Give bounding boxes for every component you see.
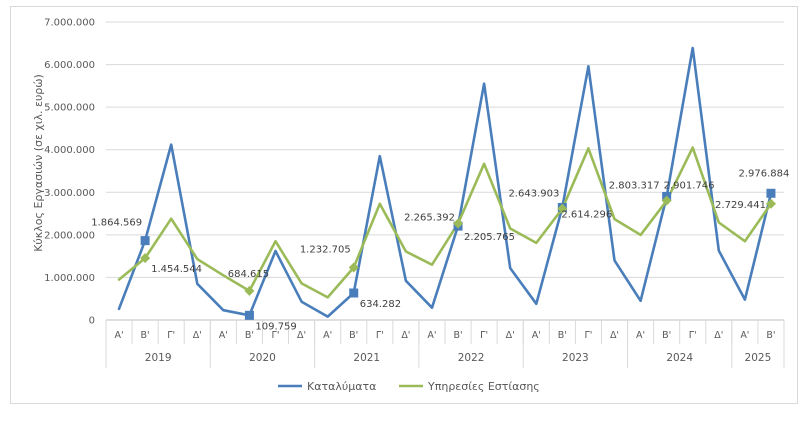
series-line-kataluma: [117, 46, 773, 318]
data-label: 2.976.884: [739, 168, 790, 179]
data-labels: 1.864.569 109.759 634.282 2.205.765 2.643.90…: [91, 168, 789, 332]
marker-square: [244, 310, 254, 320]
year-label: 2022: [458, 352, 485, 364]
data-label: 2.901.746: [664, 180, 715, 191]
data-label: 1.454.544: [151, 264, 202, 275]
x-tick-label: Δ': [610, 330, 619, 341]
year-label: 2019: [145, 352, 172, 364]
x-tick-label: Δ': [714, 330, 723, 341]
marker-diamond: [348, 262, 359, 273]
marker-diamond: [765, 198, 776, 209]
y-axis-title: Κύκλος Εργασιών (σε χιλ. ευρώ): [32, 74, 45, 252]
x-tick-label: Β': [349, 330, 358, 341]
data-label: 634.282: [360, 299, 401, 310]
year-label: 2025: [745, 352, 772, 364]
gridlines: [106, 21, 784, 278]
year-label: 2020: [249, 352, 276, 364]
x-tick-label: Γ': [689, 330, 697, 341]
marker-diamond: [557, 203, 568, 214]
x-tick-label: Α': [427, 330, 436, 341]
marker-diamond: [661, 195, 672, 206]
x-tick-label: Α': [114, 330, 123, 341]
data-label: 2.614.296: [561, 210, 612, 221]
data-label: 684.615: [228, 269, 269, 280]
data-label: 2.803.317: [609, 181, 660, 192]
x-tick-label: Β': [558, 330, 567, 341]
year-label: 2023: [562, 352, 589, 364]
x-tick-label: Α': [740, 330, 749, 341]
legend-label-kataluma: Καταλύματα: [307, 380, 376, 393]
y-axis-ticks: 0 1.000.000 2.000.000 3.000.000 4.000.000 5.0…: [44, 18, 95, 327]
data-label: 1.864.569: [91, 218, 142, 229]
data-label: 2.265.392: [404, 213, 455, 224]
x-tick-label: Δ': [506, 330, 515, 341]
marker-square: [766, 188, 776, 198]
series-line-estiasi: [117, 146, 773, 299]
data-label: 2.205.765: [464, 232, 515, 243]
x-axis: Α' Β' Γ' Δ' Α' Β' Γ' Δ' Α' Β' Γ' Δ' Α' Β' Γ' Δ' Α' Β' Γ' Δ'…: [105, 319, 785, 368]
y-tick-label: 2.000.000: [44, 230, 95, 241]
y-tick-label: 0: [89, 316, 95, 327]
x-tick-label: Α': [323, 330, 332, 341]
x-tick-label: Β': [453, 330, 462, 341]
series-markers: [140, 188, 776, 320]
legend: Καταλύματα Υπηρεσίες Εστίασης: [278, 380, 540, 393]
year-label: 2024: [666, 352, 693, 364]
x-tick-label: Β': [662, 330, 671, 341]
y-tick-label: 3.000.000: [44, 188, 95, 199]
data-label: 2.643.903: [508, 188, 559, 199]
marker-diamond: [453, 218, 464, 229]
marker-diamond: [140, 253, 151, 264]
y-tick-label: 6.000.000: [44, 60, 95, 71]
y-tick-label: 1.000.000: [44, 273, 95, 284]
marker-square: [140, 236, 150, 246]
data-label: 2.729.441: [715, 200, 766, 211]
data-label: 109.759: [255, 321, 296, 332]
x-tick-label: Α': [532, 330, 541, 341]
marker-square: [349, 288, 359, 298]
series-lines: [117, 46, 773, 318]
y-tick-label: 4.000.000: [44, 145, 95, 156]
year-label: 2021: [353, 352, 380, 364]
x-tick-label: Γ': [376, 330, 384, 341]
x-tick-label: Δ': [193, 330, 202, 341]
x-tick-label: Α': [219, 330, 228, 341]
y-tick-label: 7.000.000: [44, 18, 95, 29]
x-tick-label: Γ': [480, 330, 488, 341]
x-tick-label: Γ': [167, 330, 175, 341]
y-tick-label: 5.000.000: [44, 103, 95, 114]
x-tick-label: Α': [636, 330, 645, 341]
x-tick-label: Β': [245, 330, 254, 341]
x-tick-label: Δ': [401, 330, 410, 341]
x-tick-label: Γ': [584, 330, 592, 341]
legend-label-estiasi: Υπηρεσίες Εστίασης: [427, 380, 540, 393]
marker-diamond: [244, 285, 255, 296]
x-tick-label: Γ': [272, 330, 280, 341]
x-tick-label: Δ': [297, 330, 306, 341]
data-label: 1.232.705: [300, 245, 351, 256]
x-tick-label: Β': [141, 330, 150, 341]
x-tick-label: Β': [766, 330, 775, 341]
